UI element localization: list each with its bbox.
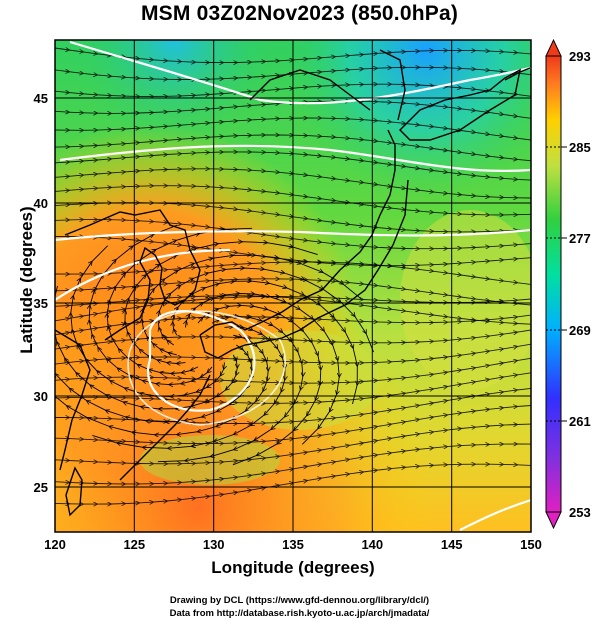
credits: Drawing by DCL (https://www.gfd-dennou.o… — [0, 594, 599, 620]
x-tick-label: 130 — [203, 537, 225, 552]
x-tick-label: 140 — [361, 537, 383, 552]
credit-data: Data from http://database.rish.kyoto-u.a… — [169, 608, 430, 619]
y-tick-label: 45 — [34, 91, 48, 106]
x-tick-label: 145 — [441, 537, 463, 552]
contour-lines — [55, 40, 531, 531]
colorbar: 293 285 277 269 261 253 — [545, 38, 591, 530]
x-axis-label: Longitude (degrees) — [211, 558, 375, 577]
colorbar-tick-label: 269 — [569, 323, 591, 338]
x-axis: 120 125 130 135 140 145 150 — [44, 537, 542, 552]
credit-drawing: Drawing by DCL (https://www.gfd-dennou.o… — [169, 595, 430, 606]
x-tick-label: 125 — [123, 537, 145, 552]
x-tick-label: 150 — [520, 537, 542, 552]
y-axis: 25 30 35 40 45 — [34, 91, 48, 495]
graticule — [55, 40, 531, 532]
colorbar-tick-label: 253 — [569, 505, 591, 520]
colorbar-gradient — [545, 55, 562, 513]
colorbar-tick-label: 277 — [569, 231, 591, 246]
colorbar-max-arrow — [545, 38, 562, 57]
colorbar-tick-label: 293 — [569, 49, 591, 64]
temperature-shading — [55, 40, 531, 532]
y-tick-label: 30 — [34, 389, 48, 404]
plot-frame — [54, 39, 532, 533]
x-tick-label: 120 — [44, 537, 66, 552]
y-axis-label: Latitude (degrees) — [17, 206, 36, 354]
colorbar-tick-label: 261 — [569, 414, 591, 429]
colorbar-tick-label: 285 — [569, 140, 591, 155]
y-tick-label: 40 — [34, 196, 48, 211]
y-tick-label: 25 — [34, 480, 48, 495]
y-tick-label: 35 — [34, 296, 48, 311]
x-tick-label: 135 — [282, 537, 304, 552]
plot-title: MSM 03Z02Nov2023 (850.0hPa) — [140, 2, 459, 25]
coastlines — [55, 49, 531, 517]
colorbar-min-arrow — [545, 511, 562, 530]
